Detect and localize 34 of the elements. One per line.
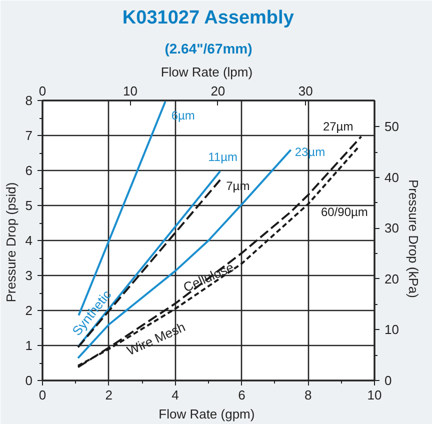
x-tick-label: 2	[105, 388, 113, 402]
x-tick-label: 4	[172, 388, 179, 402]
x2-tick-label: 30	[298, 84, 313, 98]
chart-subtitle: (2.64"/67mm)	[164, 40, 252, 56]
series-label: 60/90µm	[320, 204, 368, 219]
x2-tick-label: 0	[38, 84, 46, 98]
y-tick-label: 8	[25, 93, 33, 108]
y-tick-label: 7	[25, 128, 33, 143]
y2-axis-title: Pressure Drop (kPa)	[406, 179, 421, 298]
x2-axis-title: Flow Rate (lpm)	[160, 64, 253, 80]
y2-tick-label: 10	[384, 322, 399, 338]
y-tick-label: 6	[25, 163, 33, 178]
y-tick-label: 0	[25, 373, 33, 388]
y2-tick-label: 0	[384, 373, 392, 388]
chart-title: K031027 Assembly	[122, 8, 294, 28]
y-axis-title: Pressure Drop (psid)	[3, 182, 18, 302]
x-tick-label: 8	[304, 388, 312, 402]
x-axis-title: Flow Rate (gpm)	[158, 406, 255, 422]
x-tick-label: 0	[38, 388, 46, 402]
y2-tick-label: 40	[384, 170, 399, 185]
x2-tick-label: 10	[122, 84, 138, 98]
series-label: 27µm	[322, 120, 354, 134]
y2-tick-label: 50	[384, 119, 399, 134]
y-tick-label: 4	[25, 233, 33, 248]
y2-tick-label: 30	[384, 220, 399, 236]
y-tick-label: 5	[25, 198, 33, 213]
y-tick-label: 1	[25, 338, 33, 353]
y2-tick-label: 20	[384, 271, 399, 286]
x-tick-label: 10	[367, 388, 382, 402]
y-tick-label: 3	[25, 268, 33, 283]
x-tick-label: 6	[238, 388, 246, 402]
y-tick-label: 2	[25, 303, 33, 318]
x2-tick-label: 20	[210, 84, 226, 98]
series-label: 11µm	[208, 150, 238, 164]
